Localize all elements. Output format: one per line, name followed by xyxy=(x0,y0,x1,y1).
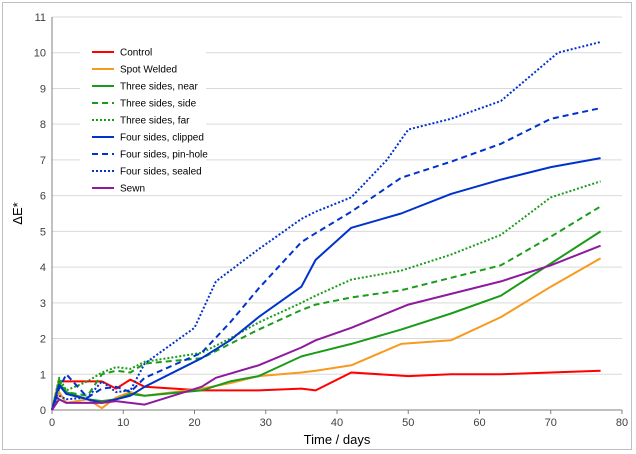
y-tick-label: 5 xyxy=(40,226,46,238)
legend-label-control: Control xyxy=(120,48,152,59)
x-tick-label: 50 xyxy=(402,417,414,429)
y-tick-label: 4 xyxy=(40,262,46,274)
x-tick-label: 80 xyxy=(616,417,628,429)
y-tick-label: 3 xyxy=(40,298,46,310)
y-tick-label: 1 xyxy=(40,369,46,381)
x-tick-label: 0 xyxy=(49,417,55,429)
series-line-three-sides-far xyxy=(51,180,601,411)
y-axis-title: ΔE* xyxy=(10,202,25,224)
x-tick-label: 60 xyxy=(473,417,485,429)
y-tick-label: 0 xyxy=(40,405,46,417)
y-tick-label: 11 xyxy=(35,12,46,24)
series-layer xyxy=(51,41,602,411)
legend-label-three-sides-far: Three sides, far xyxy=(120,116,190,127)
y-tick-label: 2 xyxy=(40,334,46,346)
y-tick-label: 9 xyxy=(40,83,46,95)
y-tick-label: 8 xyxy=(40,119,46,131)
legend-label-four-sides-pin-hole: Four sides, pin-hole xyxy=(120,150,208,161)
series-line-three-sides-near xyxy=(51,230,602,411)
y-tick-label: 10 xyxy=(34,48,46,60)
series-line-three-sides-side xyxy=(51,205,602,411)
x-tick-label: 10 xyxy=(117,417,129,429)
legend-label-four-sides-clipped: Four sides, clipped xyxy=(120,133,204,144)
series-line-control xyxy=(51,369,601,411)
y-tick-label: 6 xyxy=(40,191,46,203)
x-tick-label: 40 xyxy=(331,417,343,429)
legend-box xyxy=(80,40,206,192)
legend-label-spot-welded: Spot Welded xyxy=(120,65,177,76)
axes-layer: 0 1 2 3 4 5 6 7 8 9 10 11 0 10 20 30 40 50 60 70 80 xyxy=(34,12,628,429)
y-tick-label: 7 xyxy=(40,155,46,167)
x-tick-label: 20 xyxy=(188,417,200,429)
series-line-sewn xyxy=(51,244,601,411)
legend-label-sewn: Sewn xyxy=(120,184,145,195)
x-tick-label: 30 xyxy=(260,417,272,429)
legend-label-three-sides-side: Three sides, side xyxy=(120,99,197,110)
series-line-four-sides-sealed xyxy=(51,41,601,411)
series-line-four-sides-clipped xyxy=(51,157,601,411)
legend-label-four-sides-sealed: Four sides, sealed xyxy=(120,167,202,178)
legend-label-three-sides-near: Three sides, near xyxy=(120,82,198,93)
legend: Control Spot Welded Three sides, near Three… xyxy=(80,40,208,195)
x-tick-label: 70 xyxy=(545,417,557,429)
x-axis-title: Time / days xyxy=(304,432,371,447)
